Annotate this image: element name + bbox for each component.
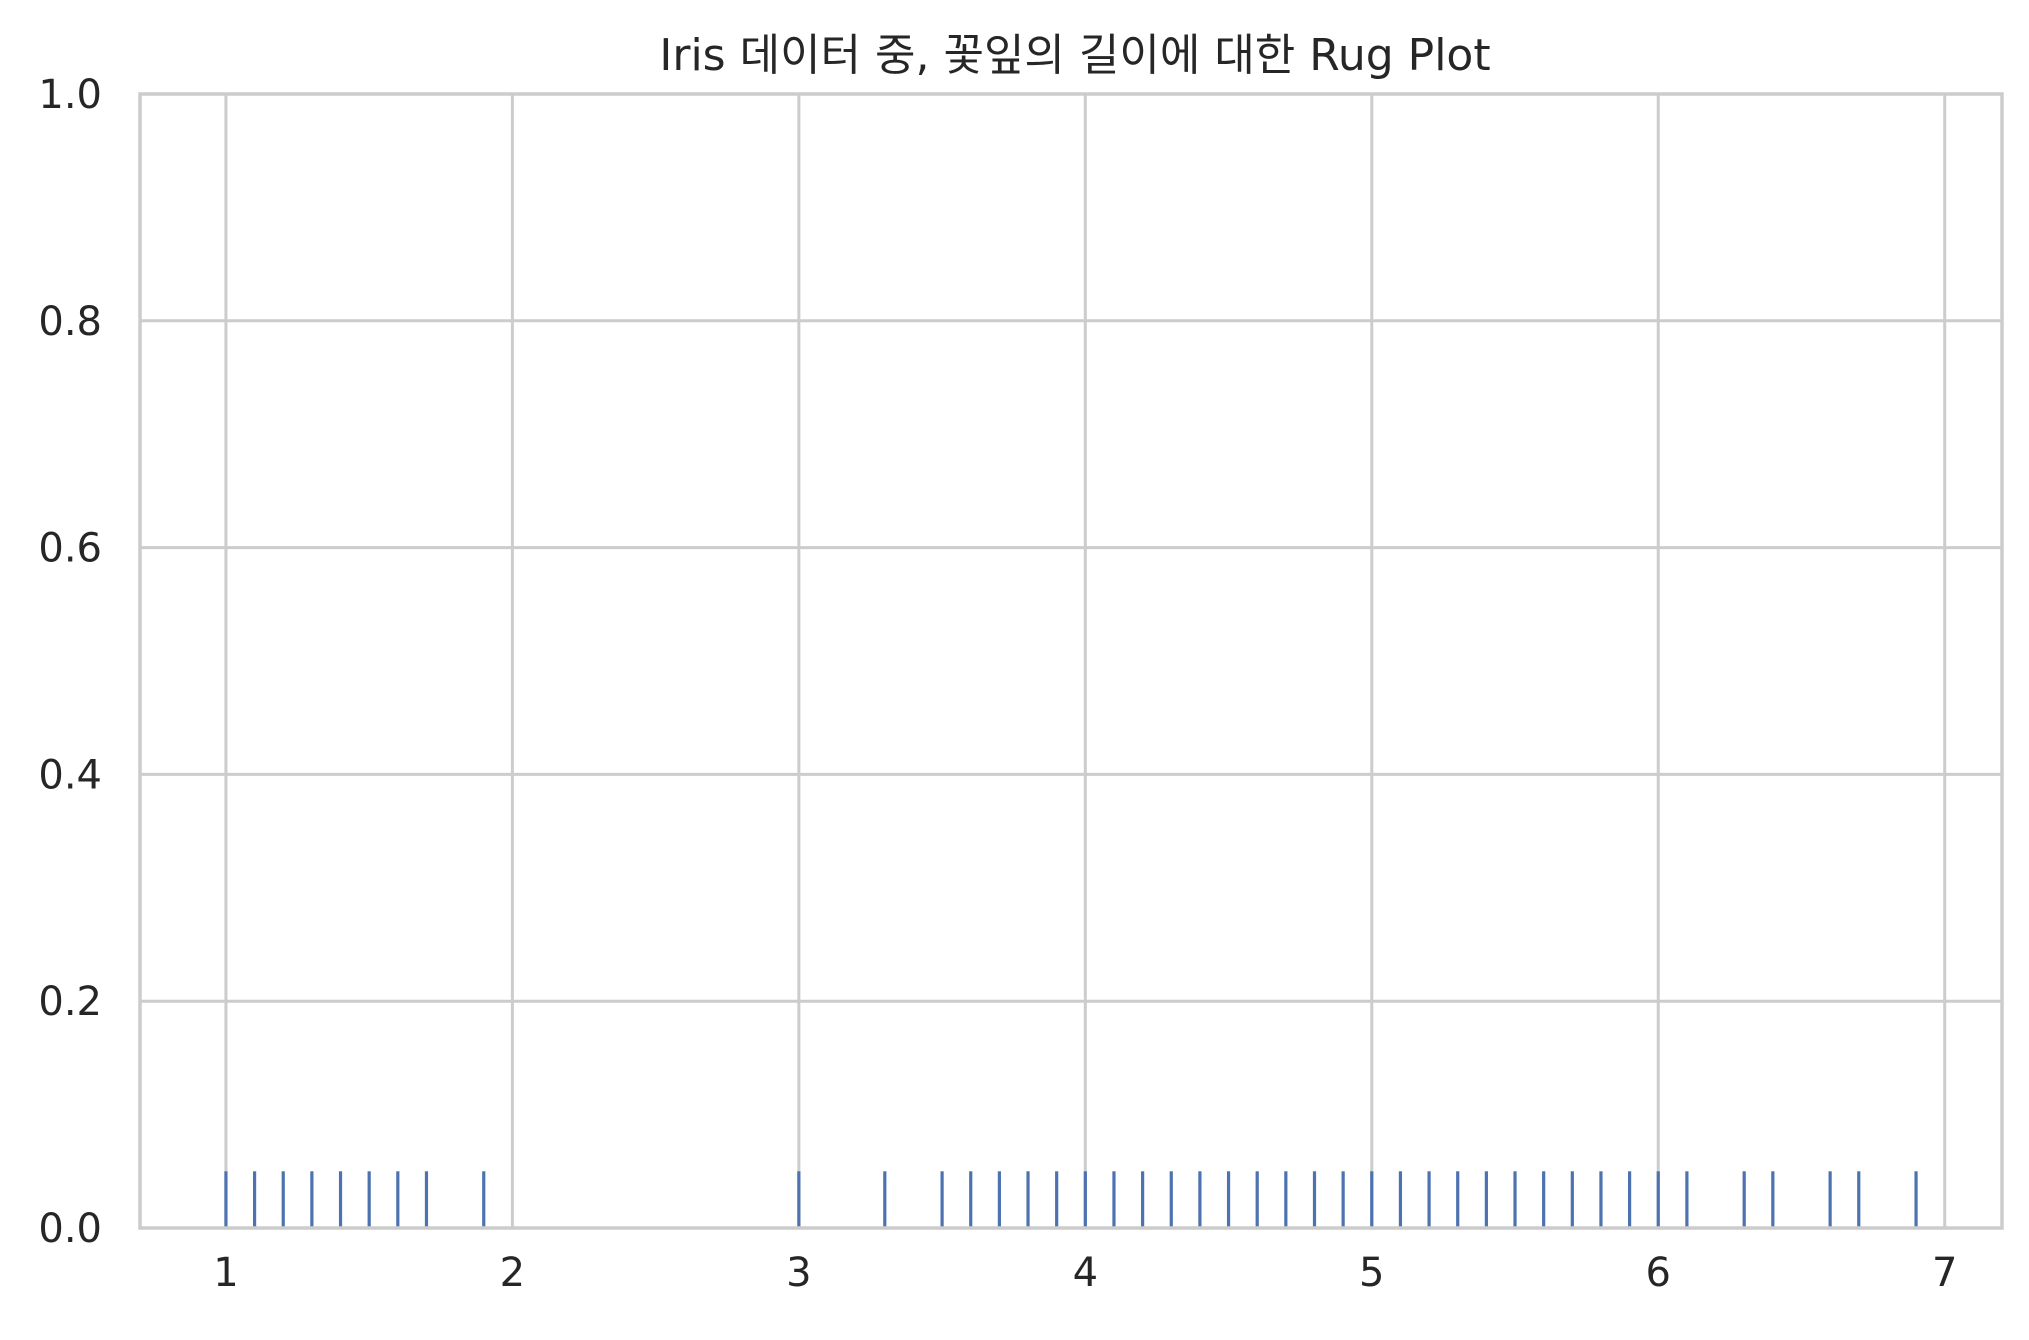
y-tick-label: 0.4 (38, 752, 102, 798)
x-tick-label: 1 (213, 1250, 238, 1296)
x-tick-label: 2 (500, 1250, 525, 1296)
chart-title: Iris 데이터 중, 꽃잎의 길이에 대한 Rug Plot (659, 30, 1490, 81)
plot-frame (138, 92, 2004, 1230)
rug-marks (224, 1171, 1918, 1228)
y-axis-tick-labels: 0.0 0.2 0.4 0.6 0.8 1.0 (38, 72, 102, 1252)
x-axis-tick-labels: 1 2 3 4 5 6 7 (213, 1250, 1957, 1296)
x-tick-label: 7 (1932, 1250, 1957, 1296)
x-tick-label: 3 (786, 1250, 811, 1296)
y-tick-label: 0.2 (38, 979, 102, 1025)
grid-lines (140, 92, 2002, 1230)
x-tick-label: 5 (1359, 1250, 1384, 1296)
x-tick-label: 4 (1073, 1250, 1098, 1296)
x-tick-label: 6 (1646, 1250, 1671, 1296)
y-tick-label: 0.0 (38, 1206, 102, 1252)
y-tick-label: 0.8 (38, 299, 102, 345)
y-tick-label: 1.0 (38, 72, 102, 118)
y-tick-label: 0.6 (38, 526, 102, 572)
